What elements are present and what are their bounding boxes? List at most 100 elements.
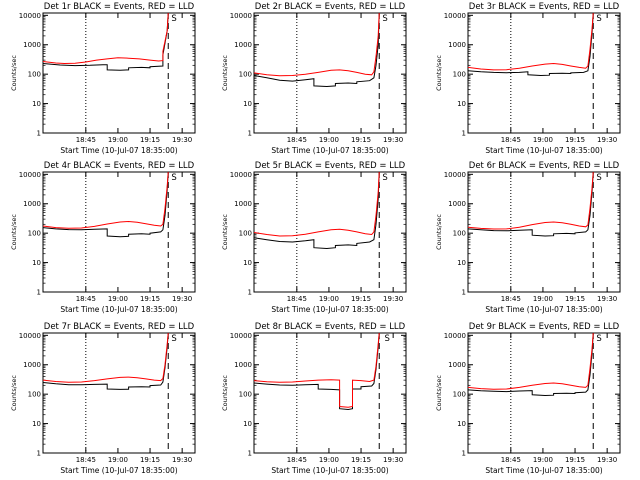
y-tick-label: 10000: [19, 12, 41, 20]
chart-title: Det 1r BLACK = Events, RED = LLD: [44, 2, 195, 12]
plot-frame: [42, 12, 196, 134]
x-tick-label: 19:30: [383, 295, 403, 303]
y-tick-label: 100: [453, 230, 466, 238]
y-tick-label: 1: [462, 130, 466, 138]
y-tick-label: 1: [248, 130, 252, 138]
y-tick-label: 1000: [23, 41, 41, 49]
series-line-lld: [408, 333, 449, 377]
y-axis-label: Counts/sec: [221, 214, 229, 250]
y-axis-label: Counts/sec: [435, 214, 443, 250]
x-tick-label: 18:45: [287, 295, 307, 303]
x-axis-label: Start Time (10-Jul-07 18:35:00): [60, 305, 177, 314]
y-axis-label: Counts/sec: [221, 55, 229, 91]
y-tick-label: 10: [243, 100, 252, 108]
y-axis-label: Counts/sec: [10, 375, 18, 411]
x-tick-label: 19:30: [172, 295, 192, 303]
y-tick-label: 1000: [448, 41, 466, 49]
series-line-lld: [43, 172, 169, 229]
series-line-events: [197, 13, 238, 72]
x-tick-label: 18:45: [76, 295, 96, 303]
x-tick-label: 19:15: [140, 136, 160, 144]
chart-title: Det 4r BLACK = Events, RED = LLD: [44, 161, 195, 171]
x-axis-label: Start Time (10-Jul-07 18:35:00): [271, 146, 388, 155]
x-tick-label: 19:30: [172, 456, 192, 464]
x-tick-label: 19:15: [565, 456, 585, 464]
chart-title: Det 5r BLACK = Events, RED = LLD: [255, 161, 406, 171]
chart-title: Det 3r BLACK = Events, RED = LLD: [469, 2, 620, 12]
series-line-events: [197, 333, 238, 392]
x-tick-label: 19:00: [319, 456, 339, 464]
plot-frame: [467, 332, 621, 454]
y-tick-label: 1: [248, 289, 252, 297]
y-tick-label: 1: [37, 289, 41, 297]
y-axis-label: Counts/sec: [10, 55, 18, 91]
x-tick-label: 19:15: [140, 456, 160, 464]
series-line-lld: [408, 172, 449, 220]
y-tick-label: 1000: [234, 361, 252, 369]
y-axis-label: Counts/sec: [435, 55, 443, 91]
series-line-events: [197, 172, 238, 238]
chart-panel: Det 5r BLACK = Events, RED = LLD Start Ti…: [221, 161, 449, 314]
x-axis-label: Start Time (10-Jul-07 18:35:00): [271, 305, 388, 314]
x-tick-label: 19:00: [533, 456, 553, 464]
series-line-lld: [622, 13, 640, 57]
series-line-events: [254, 172, 380, 250]
y-tick-label: 100: [28, 71, 41, 79]
y-tick-label: 1: [37, 130, 41, 138]
x-tick-label: 19:15: [565, 136, 585, 144]
event-marker-label: S: [171, 334, 176, 344]
y-tick-label: 100: [28, 230, 41, 238]
chart-panel: Det 2r BLACK = Events, RED = LLD Start Ti…: [221, 2, 407, 155]
x-tick-label: 19:00: [533, 136, 553, 144]
series-line-lld: [468, 172, 594, 230]
y-tick-label: 1000: [23, 200, 41, 208]
x-tick-label: 19:30: [597, 295, 617, 303]
x-tick-label: 19:15: [351, 295, 371, 303]
y-tick-label: 100: [239, 71, 252, 79]
y-tick-label: 10000: [19, 171, 41, 179]
x-axis-label: Start Time (10-Jul-07 18:35:00): [485, 305, 602, 314]
series-line-lld: [43, 13, 169, 65]
y-tick-label: 100: [28, 391, 41, 399]
y-tick-label: 10000: [230, 12, 252, 20]
y-tick-label: 10: [457, 100, 466, 108]
x-tick-label: 18:45: [501, 295, 521, 303]
chart-panel: Det 1r BLACK = Events, RED = LLD Start Ti…: [10, 2, 238, 155]
event-marker-label: S: [385, 334, 390, 344]
x-tick-label: 19:00: [319, 136, 339, 144]
y-tick-label: 1: [462, 450, 466, 458]
plot-frame: [42, 332, 196, 454]
x-axis-label: Start Time (10-Jul-07 18:35:00): [60, 466, 177, 475]
y-axis-label: Counts/sec: [10, 214, 18, 250]
x-tick-label: 19:00: [108, 136, 128, 144]
series-line-events: [254, 333, 380, 411]
x-tick-label: 19:30: [383, 456, 403, 464]
event-marker-label: S: [596, 173, 601, 183]
x-axis-label: Start Time (10-Jul-07 18:35:00): [485, 146, 602, 155]
series-line-lld: [254, 333, 380, 408]
series-line-events: [43, 333, 169, 390]
x-axis-label: Start Time (10-Jul-07 18:35:00): [60, 146, 177, 155]
series-line-lld: [254, 172, 380, 237]
series-line-lld: [468, 13, 594, 71]
x-tick-label: 18:45: [76, 456, 96, 464]
y-tick-label: 10000: [230, 332, 252, 340]
y-axis-label: Counts/sec: [435, 375, 443, 411]
series-line-lld: [43, 333, 169, 383]
event-marker-label: S: [171, 14, 176, 24]
x-tick-label: 19:00: [319, 295, 339, 303]
y-tick-label: 10000: [230, 171, 252, 179]
event-marker-label: S: [382, 14, 387, 24]
x-tick-label: 19:00: [108, 295, 128, 303]
y-axis-label: Counts/sec: [221, 375, 229, 411]
x-tick-label: 18:45: [501, 456, 521, 464]
x-axis-label: Start Time (10-Jul-07 18:35:00): [271, 466, 388, 475]
x-tick-label: 18:45: [287, 456, 307, 464]
y-tick-label: 100: [453, 71, 466, 79]
event-marker-label: S: [171, 173, 176, 183]
chart-title: Det 8r BLACK = Events, RED = LLD: [255, 322, 406, 332]
event-marker-label: S: [596, 14, 601, 24]
event-marker-label: S: [382, 173, 387, 183]
chart-panel: Det 6r BLACK = Events, RED = LLD Start Ti…: [435, 161, 621, 314]
x-tick-label: 19:00: [108, 456, 128, 464]
